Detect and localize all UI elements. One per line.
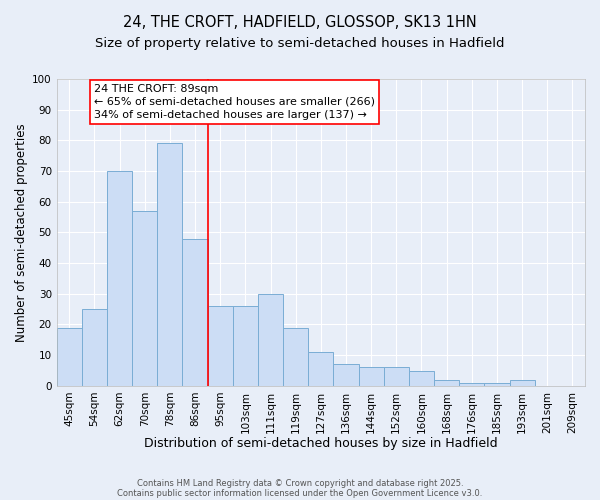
- Bar: [359, 368, 384, 386]
- Bar: [459, 383, 484, 386]
- Bar: [233, 306, 258, 386]
- Bar: [409, 370, 434, 386]
- Bar: [82, 309, 107, 386]
- Bar: [283, 328, 308, 386]
- Bar: [258, 294, 283, 386]
- Bar: [434, 380, 459, 386]
- Bar: [509, 380, 535, 386]
- Y-axis label: Number of semi-detached properties: Number of semi-detached properties: [15, 123, 28, 342]
- Bar: [334, 364, 359, 386]
- Bar: [308, 352, 334, 386]
- Bar: [107, 171, 132, 386]
- Text: 24, THE CROFT, HADFIELD, GLOSSOP, SK13 1HN: 24, THE CROFT, HADFIELD, GLOSSOP, SK13 1…: [123, 15, 477, 30]
- Text: Contains public sector information licensed under the Open Government Licence v3: Contains public sector information licen…: [118, 490, 482, 498]
- Bar: [56, 328, 82, 386]
- Bar: [384, 368, 409, 386]
- Text: 24 THE CROFT: 89sqm
← 65% of semi-detached houses are smaller (266)
34% of semi-: 24 THE CROFT: 89sqm ← 65% of semi-detach…: [94, 84, 374, 120]
- Text: Size of property relative to semi-detached houses in Hadfield: Size of property relative to semi-detach…: [95, 37, 505, 50]
- Bar: [484, 383, 509, 386]
- Bar: [132, 211, 157, 386]
- Bar: [182, 238, 208, 386]
- Bar: [208, 306, 233, 386]
- Bar: [157, 144, 182, 386]
- Text: Contains HM Land Registry data © Crown copyright and database right 2025.: Contains HM Land Registry data © Crown c…: [137, 480, 463, 488]
- X-axis label: Distribution of semi-detached houses by size in Hadfield: Distribution of semi-detached houses by …: [144, 437, 497, 450]
